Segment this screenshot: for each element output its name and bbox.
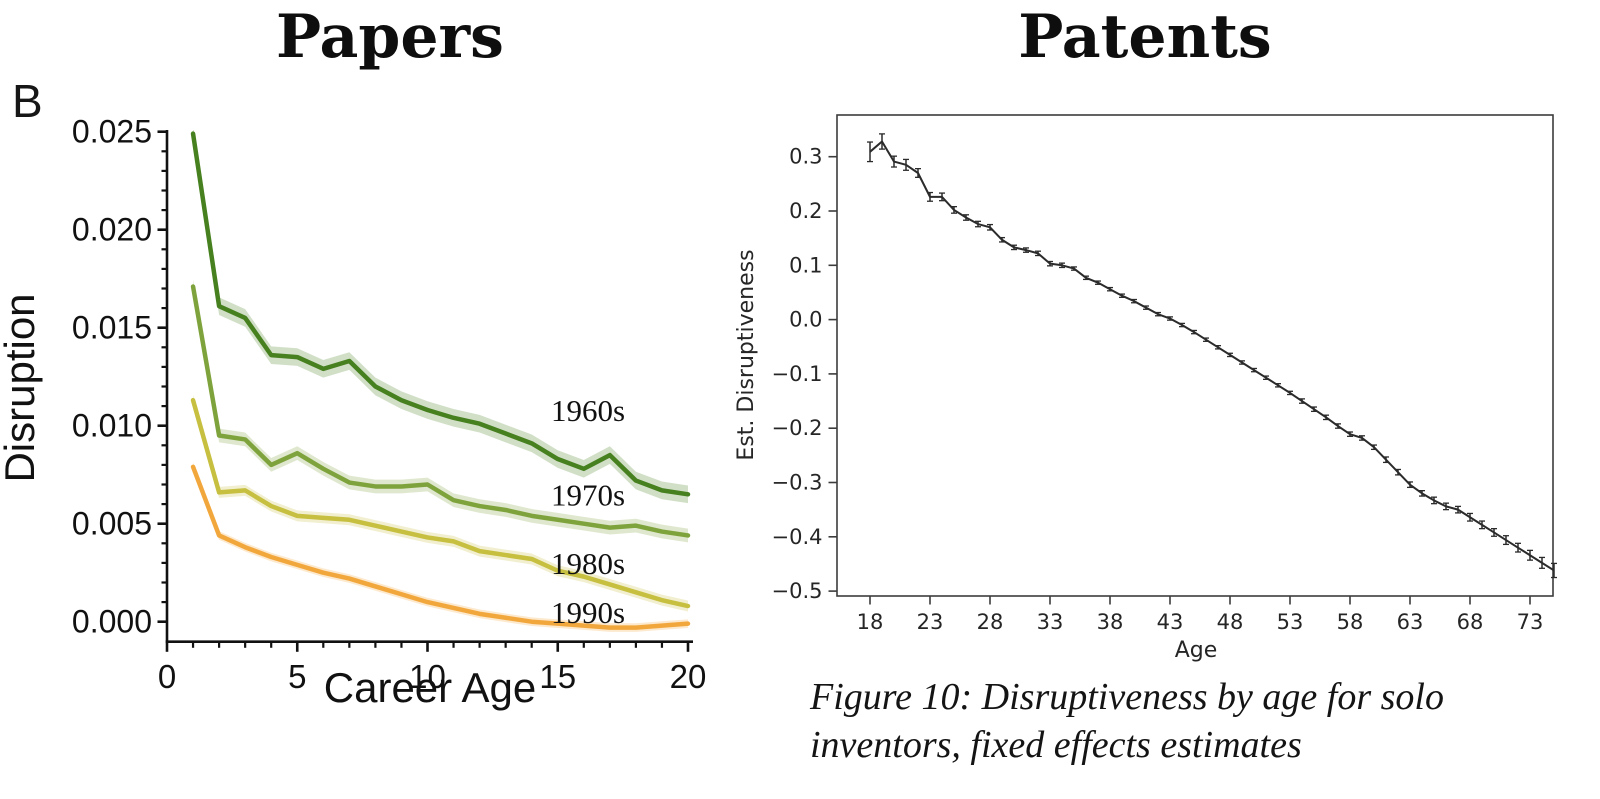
papers-ytick: 0.005 [72, 506, 152, 542]
patents-xtick: 58 [1337, 610, 1364, 634]
papers-xtick: 15 [539, 658, 576, 695]
papers-ytick: 0.020 [72, 212, 152, 248]
series-label-1960s: 1960s [551, 393, 625, 428]
patents-title: Patents [1018, 2, 1272, 72]
patents-ytick: 0.3 [789, 145, 822, 169]
patents-line [869, 140, 1555, 572]
line-1960s [190, 131, 691, 497]
series-label-1980s: 1980s [551, 546, 625, 581]
patents-ytick: −0.4 [772, 525, 823, 549]
line-1980s [190, 397, 691, 609]
patents-xtick: 43 [1157, 610, 1184, 634]
band-1980s [193, 394, 689, 612]
patents-xlabel: Age [1175, 638, 1218, 663]
line-1970s [190, 284, 691, 538]
patents-xtick: 53 [1277, 610, 1304, 634]
patents-xtick: 73 [1517, 610, 1544, 634]
papers-xtick: 20 [670, 658, 707, 695]
patents-xtick: 48 [1217, 610, 1244, 634]
line-1990s [190, 464, 691, 630]
patents-ylabel: Est. Disruptiveness [734, 249, 759, 460]
papers-plot: 0.000 0.005 0.010 0.015 0.020 0.025 0 5 10 15 20 Di… [0, 114, 706, 711]
patents-xtick: 33 [1037, 610, 1064, 634]
patents-plot: 0.3 0.2 0.1 0.0 −0.1 −0.2 −0.3 −0.4 −0.5 18 23 28 33… [734, 114, 1557, 663]
panel-label: B [12, 75, 43, 127]
band-1960s [193, 130, 688, 504]
series-label-1970s: 1970s [551, 477, 625, 512]
papers-ytick: 0.000 [72, 604, 152, 640]
figure-caption: Figure 10: Disruptiveness by age for sol… [810, 674, 1444, 770]
patents-xtick: 18 [857, 610, 884, 634]
series-label-1990s: 1990s [551, 595, 625, 630]
patents-ytick: 0.1 [789, 253, 822, 277]
caption-line-1: Figure 10: Disruptiveness by age for sol… [810, 676, 1444, 718]
papers-ytick: 0.025 [72, 114, 152, 150]
papers-ytick: 0.010 [72, 408, 152, 444]
papers-ylabel: Disruption [0, 293, 43, 482]
papers-xlabel: Career Age [324, 664, 536, 711]
patents-ytick: 0.0 [789, 308, 822, 332]
papers-xtick: 5 [288, 658, 306, 695]
patents-ytick: −0.5 [772, 579, 823, 603]
patents-xtick: 28 [977, 610, 1004, 634]
patents-xtick: 63 [1397, 610, 1424, 634]
caption-line-2: inventors, fixed effects estimates [810, 723, 1302, 766]
patents-xtick: 23 [917, 610, 944, 634]
patents-ytick: −0.2 [772, 416, 823, 440]
papers-xtick: 0 [158, 658, 176, 695]
patents-ytick: −0.1 [772, 362, 823, 386]
papers-xtick: 10 [409, 658, 446, 695]
papers-ytick: 0.015 [72, 310, 152, 346]
patents-ytick: 0.2 [789, 199, 822, 223]
patents-xtick: 38 [1097, 610, 1124, 634]
patents-ytick: −0.3 [772, 471, 823, 495]
patents-xtick: 68 [1457, 610, 1484, 634]
papers-title: Papers [276, 2, 504, 72]
